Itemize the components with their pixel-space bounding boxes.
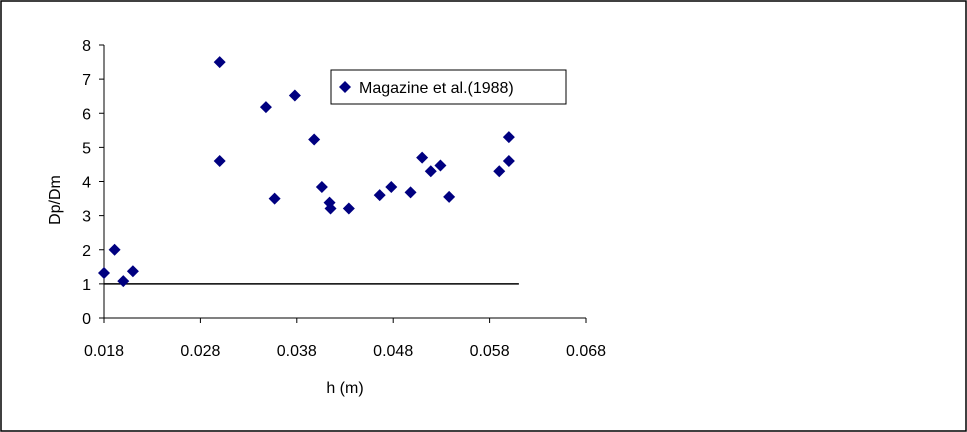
y-tick-label: 5 [82,140,91,157]
data-point [268,192,281,205]
legend-marker-icon [339,81,351,93]
data-point [342,202,355,215]
data-point [404,186,417,199]
data-point [443,190,456,203]
data-point [126,265,139,278]
data-point [385,180,398,193]
legend-series-label: Magazine et al.(1988) [359,80,514,97]
legend-box [330,69,567,105]
x-axis-label: h (m) [326,380,363,397]
y-tick-label: 0 [82,311,91,328]
x-tick-label: 0.058 [470,343,510,360]
data-point [308,133,321,146]
data-point [259,101,272,114]
data-point [117,275,130,288]
data-point [315,180,328,193]
data-point [108,243,121,256]
x-tick-label: 0.038 [277,343,317,360]
data-points [98,56,515,288]
y-tick-label: 7 [82,72,91,89]
x-tick-label: 0.018 [84,343,124,360]
data-point [213,56,226,69]
y-tick-label: 8 [82,38,91,55]
y-axis-label: Dp/Dm [47,175,64,225]
data-point [373,189,386,202]
data-point [502,131,515,144]
x-tick-label: 0.028 [180,343,220,360]
plot-axes: 0 1 2 3 4 5 6 7 8 0.018 0.028 0.038 0.048 0.058 0.068 [82,38,606,360]
data-point [324,202,337,215]
y-tick-label: 1 [82,277,91,294]
y-tick-label: 6 [82,106,91,123]
y-tick-label: 4 [82,175,91,192]
x-tick-label: 0.068 [566,343,606,360]
y-tick-label: 2 [82,243,91,260]
x-tick-label: 0.048 [373,343,413,360]
data-point [288,89,301,102]
data-point [98,266,110,279]
data-point [424,165,437,178]
data-point [502,155,515,168]
data-point [493,165,506,178]
legend: Magazine et al.(1988) [330,69,567,105]
data-point [416,151,429,164]
data-point [434,159,447,172]
data-point [213,155,226,168]
y-tick-label: 3 [82,209,91,226]
